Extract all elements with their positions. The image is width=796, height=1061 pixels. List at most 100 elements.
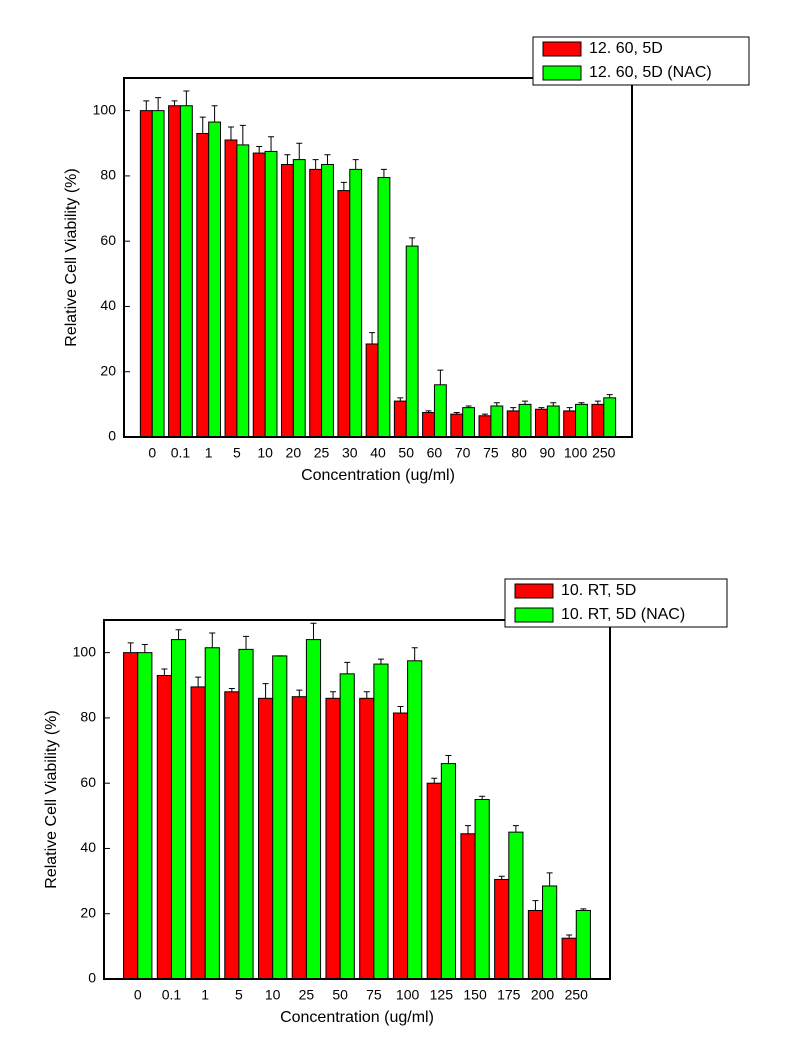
bar: [440, 763, 457, 980]
x-tick-label: 80: [511, 445, 527, 461]
bar: [478, 415, 492, 438]
x-tick-label: 100: [564, 445, 588, 461]
error-bar: [228, 688, 235, 692]
x-tick-label: 10: [257, 445, 273, 461]
error-bar: [512, 825, 519, 833]
y-tick-label: 0: [108, 428, 116, 444]
error-bar: [161, 668, 168, 676]
bar: [490, 405, 504, 438]
x-tick-label: 25: [314, 445, 330, 461]
bar: [196, 132, 210, 438]
y-tick-label: 0: [88, 970, 96, 986]
bar: [422, 412, 435, 438]
y-tick-label: 60: [80, 774, 96, 790]
error-bar: [141, 643, 148, 653]
bar: [309, 168, 323, 438]
bar: [591, 403, 605, 438]
error-bar: [256, 146, 263, 154]
error-bar: [209, 632, 216, 648]
x-tick-label: 150: [463, 987, 487, 1003]
bar: [508, 831, 524, 980]
x-tick-label: 125: [430, 987, 454, 1003]
error-bar: [445, 754, 452, 764]
plot-frame: [103, 619, 611, 980]
legend-swatch: [542, 65, 582, 81]
error-bar: [566, 934, 573, 939]
bar: [156, 674, 172, 980]
x-tick-label: 75: [483, 445, 499, 461]
error-bar: [183, 90, 190, 106]
bar: [603, 397, 617, 438]
error-bar: [284, 154, 291, 165]
legend-label: 12. 60, 5D (NAC): [589, 64, 712, 81]
bar: [365, 343, 379, 438]
bar: [527, 909, 544, 980]
error-bar: [397, 705, 404, 714]
y-tick-label: 80: [100, 167, 116, 183]
y-tick-label: 80: [80, 709, 96, 725]
error-bar: [352, 159, 359, 170]
y-axis-label: Relative Cell Viability (%): [43, 710, 60, 888]
x-tick-label: 10: [265, 987, 281, 1003]
x-tick-label: 1: [205, 445, 213, 461]
error-bar: [377, 658, 384, 665]
bar: [561, 937, 577, 980]
bar: [224, 691, 240, 980]
bar: [325, 697, 341, 980]
error-bar: [143, 100, 150, 111]
error-bar: [296, 689, 303, 697]
x-tick-label: 60: [427, 445, 443, 461]
bar: [264, 150, 278, 438]
x-tick-label: 75: [366, 987, 382, 1003]
x-tick-label: 5: [235, 987, 243, 1003]
bar: [359, 697, 375, 980]
x-tick-label: 250: [565, 987, 589, 1003]
y-tick-label: 40: [100, 297, 116, 313]
bar: [179, 105, 193, 438]
error-bar: [324, 154, 331, 165]
error-bar: [239, 124, 246, 145]
x-tick-label: 0: [148, 445, 156, 461]
error-bar: [243, 635, 250, 650]
bar: [393, 400, 407, 438]
error-bar: [411, 647, 418, 661]
error-bar: [268, 136, 275, 152]
bar: [373, 663, 389, 980]
bar: [563, 410, 577, 438]
plot-frame: [123, 77, 633, 438]
error-bar: [578, 402, 585, 405]
error-bar: [199, 116, 206, 134]
error-bar: [546, 872, 553, 886]
y-tick-label: 100: [73, 643, 97, 659]
error-bar: [510, 407, 517, 411]
error-bar: [465, 405, 472, 408]
bar: [474, 799, 490, 980]
error-bar: [344, 661, 351, 674]
error-bar: [479, 795, 486, 800]
x-tick-label: 175: [497, 987, 521, 1003]
bar: [349, 168, 363, 438]
error-bar: [363, 691, 370, 699]
bar: [236, 144, 250, 438]
error-bar: [127, 642, 134, 653]
y-tick-label: 20: [100, 362, 116, 378]
error-bar: [532, 900, 539, 911]
y-tick-label: 100: [93, 101, 117, 117]
error-bar: [171, 100, 178, 106]
error-bar: [606, 394, 613, 398]
bar: [137, 652, 153, 980]
bar: [377, 177, 391, 438]
error-bar: [594, 400, 601, 405]
x-tick-label: 40: [370, 445, 386, 461]
error-bar: [464, 825, 471, 834]
bar: [494, 878, 510, 980]
bar: [170, 639, 187, 980]
x-tick-label: 200: [531, 987, 555, 1003]
error-bar: [437, 369, 444, 385]
x-tick-label: 90: [540, 445, 556, 461]
bar: [426, 782, 442, 980]
error-bar: [493, 402, 500, 406]
y-tick-label: 20: [80, 904, 96, 920]
bar: [450, 413, 464, 438]
